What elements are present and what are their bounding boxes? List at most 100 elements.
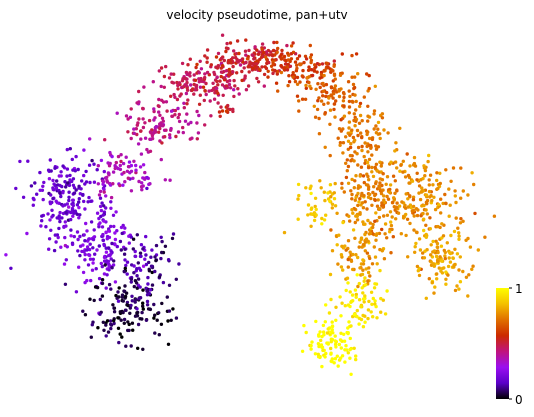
scatter-point (361, 206, 366, 210)
scatter-point (374, 282, 379, 286)
scatter-point (138, 251, 143, 255)
scatter-point (406, 173, 411, 178)
scatter-point (176, 106, 180, 111)
scatter-point (41, 184, 45, 188)
scatter-point (126, 320, 130, 324)
scatter-point (193, 78, 198, 83)
scatter-point (153, 313, 157, 317)
scatter-point (464, 238, 468, 242)
scatter-point (296, 217, 300, 221)
scatter-point (148, 149, 153, 153)
scatter-point (95, 168, 99, 172)
scatter-point (177, 81, 182, 85)
scatter-point (379, 310, 383, 314)
scatter-point (342, 339, 347, 343)
scatter-point (366, 119, 370, 123)
scatter-point (438, 225, 442, 230)
scatter-point (363, 232, 367, 237)
scatter-point (47, 247, 51, 251)
scatter-point (98, 196, 103, 200)
scatter-point (93, 252, 97, 256)
scatter-point (346, 281, 350, 285)
scatter-point (83, 280, 87, 285)
scatter-point (353, 124, 357, 128)
scatter-point (14, 186, 18, 191)
scatter-point (70, 157, 75, 162)
scatter-point (347, 126, 351, 130)
scatter-point (279, 53, 283, 57)
scatter-point (54, 199, 58, 203)
scatter-point (164, 100, 169, 104)
scatter-point (219, 66, 223, 70)
scatter-point (315, 70, 319, 74)
scatter-point (308, 84, 312, 88)
scatter-point (357, 121, 362, 126)
scatter-point (300, 74, 304, 78)
scatter-point (82, 173, 86, 178)
scatter-point (309, 191, 313, 196)
scatter-point (55, 216, 59, 220)
scatter-point (291, 71, 295, 75)
scatter-point (220, 33, 225, 37)
scatter-point (91, 257, 96, 261)
scatter-point (138, 317, 142, 321)
scatter-point (71, 214, 75, 218)
scatter-point (374, 162, 379, 166)
scatter-point (255, 48, 259, 52)
scatter-point (101, 182, 105, 186)
scatter-point (46, 212, 50, 216)
scatter-point (99, 261, 104, 266)
scatter-point (356, 72, 360, 76)
scatter-point (374, 233, 378, 237)
scatter-point (107, 282, 112, 287)
scatter-point (228, 73, 232, 77)
scatter-point (370, 203, 374, 207)
scatter-point (304, 186, 308, 190)
scatter-point (433, 285, 437, 289)
scatter-point (327, 311, 332, 315)
scatter-point (382, 128, 386, 132)
scatter-point (359, 165, 364, 169)
scatter-point (143, 257, 147, 261)
scatter-point (285, 43, 289, 48)
scatter-point (346, 139, 351, 143)
scatter-point (228, 86, 233, 90)
scatter-point (385, 289, 389, 293)
scatter-point (164, 128, 168, 132)
scatter-point (132, 284, 136, 289)
scatter-point (160, 141, 164, 145)
scatter-point (350, 177, 354, 182)
scatter-point (411, 198, 416, 202)
scatter-point (122, 317, 127, 322)
scatter-point (467, 273, 471, 277)
scatter-point (215, 89, 219, 94)
scatter-point (351, 100, 355, 104)
scatter-point (339, 253, 344, 257)
scatter-point (65, 245, 70, 249)
scatter-point (99, 208, 104, 213)
scatter-point (372, 286, 377, 290)
scatter-point (41, 197, 45, 202)
scatter-point (352, 112, 356, 116)
scatter-point (360, 286, 364, 290)
scatter-point (367, 157, 372, 162)
scatter-point (417, 237, 422, 241)
scatter-point (105, 273, 109, 277)
scatter-point (145, 186, 149, 191)
scatter-point (333, 339, 337, 343)
scatter-point (102, 204, 106, 208)
scatter-point (148, 182, 152, 186)
scatter-point (205, 70, 210, 75)
scatter-point (119, 225, 124, 230)
scatter-point (97, 276, 102, 281)
scatter-point (355, 273, 359, 277)
scatter-point (159, 157, 163, 162)
scatter-point (139, 129, 143, 133)
scatter-point (291, 41, 295, 45)
scatter-point (368, 256, 372, 261)
scatter-point (252, 57, 256, 61)
scatter-point (373, 255, 378, 259)
scatter-point (368, 192, 372, 197)
scatter-point (279, 57, 284, 61)
scatter-point (135, 233, 139, 237)
